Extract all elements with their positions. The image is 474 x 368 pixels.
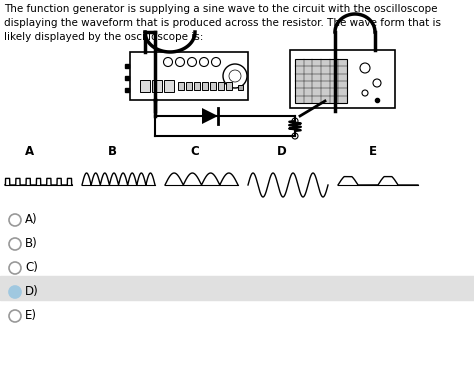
Text: E): E) [25, 309, 37, 322]
Bar [152, 80, 162, 92]
Bar [0, 276, 474, 300]
Text: D): D) [25, 286, 39, 298]
Bar [186, 82, 192, 90]
Circle shape [9, 310, 21, 322]
Bar [226, 82, 232, 90]
Bar [130, 52, 248, 100]
Bar [210, 82, 216, 90]
Bar [164, 80, 174, 92]
Text: A): A) [25, 213, 37, 226]
Circle shape [9, 262, 21, 274]
Bar [194, 82, 200, 90]
Bar [202, 82, 208, 90]
Text: B: B [108, 145, 117, 158]
Text: C): C) [25, 262, 38, 275]
Circle shape [164, 57, 173, 67]
Circle shape [292, 118, 298, 124]
Text: C: C [191, 145, 200, 158]
Circle shape [360, 63, 370, 73]
Circle shape [362, 90, 368, 96]
Circle shape [9, 238, 21, 250]
Circle shape [211, 57, 220, 67]
Circle shape [223, 64, 247, 88]
Bar [140, 80, 150, 92]
Bar [290, 50, 395, 108]
Bar [218, 82, 224, 90]
Circle shape [200, 57, 209, 67]
Bar [178, 82, 184, 90]
Circle shape [188, 57, 197, 67]
Circle shape [373, 79, 381, 87]
Circle shape [229, 70, 241, 82]
Text: The function generator is supplying a sine wave to the circuit with the oscillos: The function generator is supplying a si… [4, 4, 441, 42]
Text: D: D [277, 145, 287, 158]
Text: A: A [26, 145, 35, 158]
Text: E: E [369, 145, 377, 158]
Circle shape [175, 57, 184, 67]
Polygon shape [202, 108, 218, 124]
Circle shape [9, 286, 21, 298]
Circle shape [292, 133, 298, 139]
Bar [295, 59, 347, 103]
Circle shape [9, 214, 21, 226]
Bar [238, 85, 243, 90]
Text: B): B) [25, 237, 38, 251]
